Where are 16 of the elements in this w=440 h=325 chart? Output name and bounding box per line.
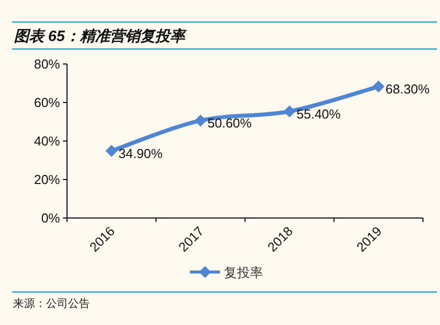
y-tick-label: 80% (34, 56, 60, 72)
point (194, 114, 206, 127)
point (284, 105, 296, 118)
data-label: 55.40% (296, 106, 342, 122)
data-label: 50.60% (208, 116, 252, 131)
y-tick-label: 60% (34, 95, 60, 110)
point (106, 144, 118, 157)
y-tick-label: 20% (34, 172, 60, 187)
data-label: 34.90% (118, 146, 164, 161)
data-label: 68.30% (386, 82, 430, 97)
y-tick-label: 40% (34, 134, 60, 148)
y-tick-label: 0% (41, 210, 60, 226)
point (372, 80, 384, 93)
source-note: 来源：公司公告 (13, 297, 90, 310)
legend-label: 复投率 (224, 265, 263, 280)
chart-title: 图表 65：精准营销复投率 (14, 27, 187, 45)
